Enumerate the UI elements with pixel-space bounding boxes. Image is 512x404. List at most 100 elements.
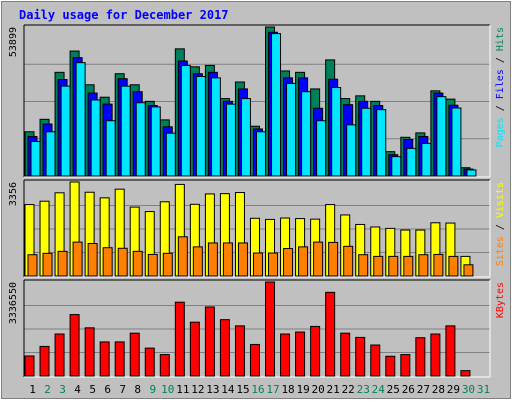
side-label-separator: /	[495, 218, 506, 236]
ymax-label-middle: 3356	[8, 182, 19, 206]
bar-kbytes-day-23	[355, 336, 366, 377]
bar-pages-day-4	[75, 62, 86, 177]
panel-bottom: 3336550 KBytes	[8, 279, 506, 378]
side-label-hits: Hits	[495, 27, 506, 51]
x-tick-label-day-28: 28	[432, 383, 445, 396]
bar-pages-day-28	[436, 96, 447, 177]
bar-pages-day-24	[376, 109, 387, 177]
bar-sites-day-22	[343, 245, 354, 277]
bar-sites-day-16	[252, 252, 263, 277]
bar-sites-day-17	[268, 252, 279, 277]
bar-sites-day-20	[313, 241, 324, 277]
x-tick-label-day-10: 10	[161, 383, 174, 396]
bar-kbytes-day-18	[280, 333, 291, 377]
side-label-separator: /	[495, 99, 506, 117]
x-tick-label-day-13: 13	[206, 383, 219, 396]
x-tick-label-day-23: 23	[357, 383, 370, 396]
bar-sites-day-14	[222, 242, 233, 277]
x-tick-label-day-25: 25	[387, 383, 400, 396]
bar-pages-day-22	[346, 124, 357, 177]
bar-sites-day-21	[328, 241, 339, 277]
bar-sites-day-23	[358, 254, 369, 277]
x-tick-label-day-26: 26	[402, 383, 415, 396]
bar-pages-day-17	[271, 33, 282, 177]
bar-pages-day-29	[451, 107, 462, 177]
x-tick-label-day-17: 17	[266, 383, 279, 396]
bar-pages-day-1	[30, 140, 41, 177]
bar-kbytes-day-29	[445, 325, 456, 377]
bar-pages-day-21	[331, 87, 342, 177]
x-tick-label-day-22: 22	[342, 383, 355, 396]
bar-sites-day-19	[298, 246, 309, 277]
bar-pages-day-27	[421, 142, 432, 177]
ymax-label-top: 53899	[8, 27, 19, 57]
x-tick-label-day-24: 24	[372, 383, 386, 396]
bar-kbytes-day-11	[174, 301, 185, 377]
bar-kbytes-day-5	[84, 327, 95, 377]
bar-kbytes-day-21	[325, 291, 336, 377]
bar-kbytes-day-30	[460, 370, 471, 377]
bar-pages-day-18	[286, 82, 297, 177]
bar-kbytes-day-12	[189, 321, 200, 377]
bar-kbytes-day-10	[159, 354, 170, 377]
side-label-sites: Sites	[495, 236, 506, 266]
bar-pages-day-2	[45, 131, 56, 177]
x-tick-label-day-9: 9	[149, 383, 156, 396]
bar-pages-day-5	[90, 99, 101, 177]
bar-pages-day-6	[105, 120, 116, 177]
side-label-bottom: KBytes	[495, 282, 506, 318]
bar-kbytes-day-8	[129, 332, 140, 377]
panel-top: 53899 Pages / Files / Hits	[8, 24, 506, 178]
chart-title: Daily usage for December 2017	[19, 8, 229, 22]
side-label-visits: Visits	[495, 182, 506, 218]
bar-sites-day-24	[373, 255, 384, 277]
x-tick-label-day-16: 16	[251, 383, 264, 396]
side-label-top: Pages / Files / Hits	[495, 27, 506, 147]
side-label-files: Files	[495, 69, 506, 99]
x-tick-label-day-5: 5	[89, 383, 96, 396]
bar-kbytes-day-24	[370, 344, 381, 377]
side-label-kbytes: KBytes	[495, 282, 506, 318]
bar-pages-day-13	[210, 77, 221, 177]
side-label-middle: Sites / Visits	[495, 182, 506, 266]
bar-kbytes-day-9	[144, 347, 155, 377]
bar-pages-day-19	[301, 91, 312, 177]
bar-kbytes-day-17	[265, 281, 276, 377]
bar-sites-day-28	[433, 253, 444, 277]
x-tick-label-day-12: 12	[191, 383, 204, 396]
bar-pages-day-26	[406, 147, 417, 177]
bar-pages-day-20	[316, 120, 327, 177]
bar-sites-day-3	[57, 250, 68, 277]
x-tick-label-day-31: 31	[477, 383, 490, 396]
bar-pages-day-7	[120, 85, 131, 177]
bar-pages-day-16	[255, 131, 266, 177]
bar-sites-day-9	[147, 253, 158, 277]
x-tick-label-day-20: 20	[312, 383, 325, 396]
bar-pages-day-25	[391, 156, 402, 177]
bar-sites-day-4	[72, 241, 83, 277]
bar-pages-day-9	[150, 106, 161, 177]
x-tick-label-day-2: 2	[44, 383, 51, 396]
x-tick-label-day-4: 4	[74, 383, 81, 396]
bar-pages-day-8	[135, 102, 146, 177]
bar-kbytes-day-28	[430, 333, 441, 377]
bar-kbytes-day-4	[69, 314, 80, 377]
bar-sites-day-8	[132, 250, 143, 277]
bar-kbytes-day-27	[415, 337, 426, 377]
bar-kbytes-day-19	[295, 331, 306, 377]
bar-kbytes-day-22	[340, 332, 351, 377]
bar-sites-day-18	[283, 248, 294, 277]
x-tick-label-day-6: 6	[104, 383, 111, 396]
bar-pages-day-11	[180, 64, 191, 177]
bar-kbytes-day-25	[385, 355, 396, 377]
x-tick-label-day-18: 18	[281, 383, 294, 396]
panel-middle: 3356 Sites / Visits	[8, 179, 506, 278]
x-tick-label-day-27: 27	[417, 383, 430, 396]
x-tick-label-day-19: 19	[296, 383, 309, 396]
bar-kbytes-day-1	[24, 355, 35, 377]
bar-sites-day-11	[177, 236, 188, 277]
x-tick-label-day-29: 29	[447, 383, 460, 396]
bar-kbytes-day-7	[114, 341, 125, 377]
bar-sites-day-25	[388, 255, 399, 277]
